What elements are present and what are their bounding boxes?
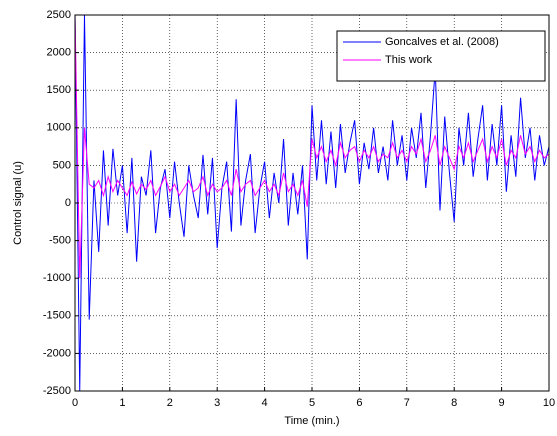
x-tick-label: 3 <box>214 397 220 409</box>
x-tick-label: 9 <box>499 397 505 409</box>
x-tick-label: 6 <box>356 397 362 409</box>
x-tick-label: 7 <box>404 397 410 409</box>
x-tick-label: 1 <box>119 397 125 409</box>
y-tick-label: 2500 <box>47 9 71 21</box>
y-axis-label: Control signal (u) <box>12 161 24 245</box>
x-tick-label: 10 <box>543 397 555 409</box>
data-line <box>75 15 549 279</box>
y-tick-label: 1000 <box>47 122 71 134</box>
legend-box <box>336 30 546 82</box>
x-tick-label: 4 <box>262 397 268 409</box>
y-tick-label: -1000 <box>43 272 71 284</box>
y-tick-label: -1500 <box>43 310 71 322</box>
x-axis-label: Time (min.) <box>284 415 339 427</box>
y-tick-label: 500 <box>53 159 71 171</box>
y-tick-label: 2000 <box>47 47 71 59</box>
y-tick-label: 1500 <box>47 84 71 96</box>
x-tick-label: 5 <box>309 397 315 409</box>
legend-label: This work <box>385 54 433 66</box>
x-tick-label: 8 <box>451 397 457 409</box>
legend-label: Goncalves et al. (2008) <box>385 36 499 48</box>
y-tick-label: 0 <box>65 197 71 209</box>
y-tick-label: -2000 <box>43 347 71 359</box>
x-tick-label: 0 <box>72 397 78 409</box>
x-tick-label: 2 <box>167 397 173 409</box>
y-tick-label: -500 <box>49 235 71 247</box>
data-line <box>75 15 549 391</box>
y-tick-label: -2500 <box>43 385 71 397</box>
